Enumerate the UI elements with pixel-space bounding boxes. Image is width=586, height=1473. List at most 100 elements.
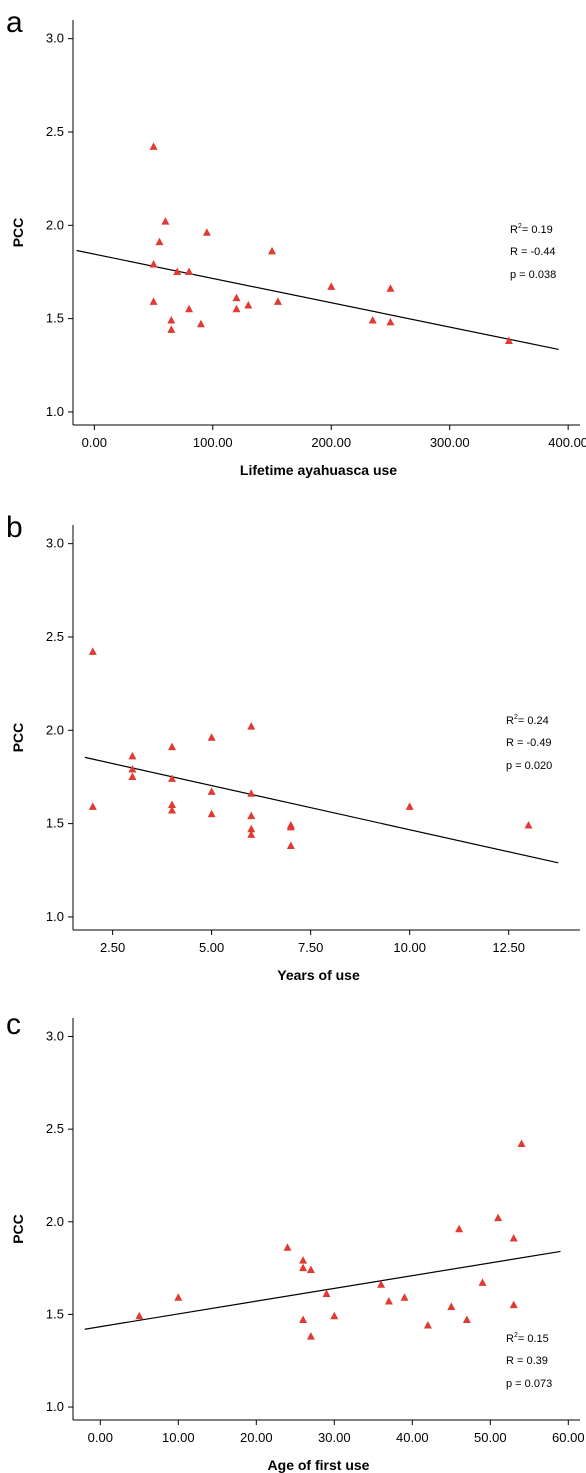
data-point [322, 1289, 331, 1298]
y-tick-label: 1.0 [46, 909, 64, 924]
data-point [196, 319, 205, 328]
data-point [330, 1311, 339, 1320]
data-point [509, 1300, 518, 1309]
data-point [327, 282, 336, 290]
x-axis-label: Age of first use [268, 1457, 370, 1473]
r-label: R = -0.49 [506, 737, 552, 749]
data-point [207, 787, 216, 795]
y-tick-label: 1.0 [46, 1399, 64, 1414]
x-tick-label: 100.00 [193, 435, 233, 450]
data-point [185, 267, 194, 275]
x-tick-label: 0.00 [88, 1430, 113, 1445]
data-point [478, 1278, 487, 1286]
data-point [149, 297, 158, 305]
data-point [244, 301, 253, 309]
x-tick-label: 50.00 [474, 1430, 507, 1445]
x-tick-label: 0.00 [82, 435, 107, 450]
y-axis-label: PCC [10, 1214, 26, 1244]
data-point [174, 1293, 183, 1301]
data-point [299, 1256, 308, 1264]
r-label: R = -0.44 [510, 246, 556, 258]
x-tick-label: 400.00 [548, 435, 586, 450]
data-point [306, 1332, 315, 1340]
data-point [88, 802, 97, 810]
x-tick-label: 300.00 [430, 435, 470, 450]
data-point [400, 1293, 409, 1301]
data-point [168, 800, 177, 808]
r-label: R = 0.39 [506, 1355, 548, 1367]
x-tick-label: 200.00 [311, 435, 351, 450]
panel-b: b 1.0 1.5 2.0 2.5 3.0 2.50 5.00 7.50 10.00 12.50 Ye… [6, 511, 580, 983]
data-point [306, 1265, 315, 1273]
data-point [128, 751, 137, 760]
x-tick-label: 60.00 [552, 1430, 585, 1445]
data-point [423, 1321, 432, 1329]
regression-line [84, 1250, 561, 1330]
y-tick-label: 1.5 [46, 311, 64, 326]
x-tick-label: 40.00 [396, 1430, 429, 1445]
y-axis-label: PCC [10, 218, 26, 248]
x-tick-label: 2.50 [100, 940, 125, 955]
data-point [207, 809, 216, 818]
data-point [462, 1315, 471, 1323]
data-point [149, 142, 158, 150]
data-point [455, 1224, 464, 1233]
r-squared-label: R2= 0.24 [506, 714, 549, 727]
data-point [149, 259, 158, 268]
data-point [268, 246, 277, 255]
data-point [517, 1139, 526, 1147]
panel-a: a 1.0 1.5 2.0 2.5 3.0 0.00 100.00 200.00 300.00 40… [6, 6, 586, 478]
data-point [232, 293, 241, 302]
y-tick-label: 3.0 [46, 1029, 64, 1044]
data-point [247, 830, 256, 838]
r-squared-label: R2= 0.19 [510, 223, 553, 236]
data-point [232, 304, 241, 313]
y-tick-label: 2.0 [46, 1214, 64, 1229]
data-point [167, 315, 176, 324]
data-point [405, 802, 414, 810]
data-point [247, 811, 256, 820]
data-point [128, 764, 137, 773]
regression-line [84, 756, 559, 864]
r-squared-label: R2= 0.15 [506, 1332, 549, 1345]
y-tick-label: 3.0 [46, 536, 64, 551]
data-point [273, 297, 282, 305]
data-point [135, 1311, 144, 1320]
data-point [128, 772, 137, 780]
x-tick-label: 10.00 [393, 940, 426, 955]
p-value-label: p = 0.038 [510, 269, 556, 281]
data-point [168, 774, 177, 782]
data-point [286, 841, 295, 850]
data-point [504, 336, 513, 345]
data-point [247, 789, 256, 797]
panel-letter: c [6, 1008, 21, 1041]
y-tick-label: 3.0 [46, 31, 64, 46]
y-tick-label: 2.5 [46, 1121, 64, 1136]
data-point [447, 1302, 456, 1310]
panel-c: c 1.0 1.5 2.0 2.5 3.0 0.00 10.00 20.00 30.00 40.00… [6, 1008, 585, 1473]
y-tick-label: 1.0 [46, 404, 64, 419]
data-point [283, 1243, 292, 1251]
data-point [384, 1296, 393, 1305]
x-tick-label: 30.00 [318, 1430, 351, 1445]
x-axis-label: Years of use [277, 967, 360, 983]
p-value-label: p = 0.020 [506, 760, 552, 772]
panel-letter: b [6, 511, 23, 544]
data-point [286, 822, 295, 831]
x-axis-label: Lifetime ayahuasca use [240, 462, 397, 478]
data-point [386, 284, 395, 292]
data-point [167, 325, 176, 333]
data-point [168, 742, 177, 751]
data-point [386, 317, 395, 326]
x-tick-label: 12.50 [492, 940, 525, 955]
x-tick-label: 20.00 [240, 1430, 273, 1445]
y-tick-label: 2.5 [46, 124, 64, 139]
data-point [173, 267, 182, 275]
data-point [168, 806, 177, 814]
x-tick-label: 5.00 [199, 940, 224, 955]
x-tick-label: 10.00 [162, 1430, 195, 1445]
data-point [202, 228, 211, 236]
y-axis-label: PCC [10, 723, 26, 753]
data-point [509, 1233, 518, 1242]
